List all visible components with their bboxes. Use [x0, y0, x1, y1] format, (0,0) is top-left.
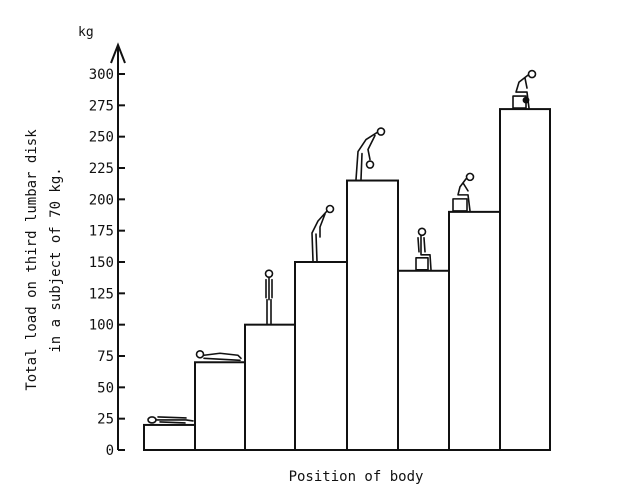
y-tick-label: 175: [89, 224, 114, 240]
figure-lying-side-icon: [195, 349, 242, 362]
bar-7: [448, 210, 501, 451]
y-tick-label: 250: [89, 130, 114, 146]
y-axis: 0 25 50 75 100 125 150 175 200 225 250 275 300: [89, 42, 126, 459]
y-tick-label: 300: [89, 67, 114, 83]
figure-sitting-lifting-icon: [512, 69, 537, 109]
y-tick-label: 0: [106, 443, 114, 459]
bar-8: [499, 108, 551, 452]
bar-6: [397, 269, 450, 452]
bar-4: [294, 261, 348, 451]
y-axis-title-line1: Total load on third lumbar disk: [24, 129, 40, 391]
y-tick-label: 50: [97, 380, 114, 396]
y-unit-label: kg: [78, 25, 94, 40]
figure-standing-bent-icon: [311, 204, 335, 262]
figure-lying-supine-icon: [147, 416, 194, 424]
x-axis-title: Position of body: [289, 469, 424, 485]
y-tick-label: 25: [97, 412, 114, 428]
bars: [143, 108, 551, 452]
bar-3: [244, 323, 296, 451]
figure-sitting-bent-icon: [452, 172, 475, 212]
y-tick-label: 100: [89, 318, 114, 334]
y-tick-label: 75: [97, 349, 114, 365]
y-tick-label: 125: [89, 286, 114, 302]
y-tick-label: 200: [89, 192, 114, 208]
bar-2: [194, 361, 246, 451]
y-tick-label: 225: [89, 161, 114, 177]
figure-standing-lifting-icon: [355, 127, 386, 181]
figure-standing-upright-icon: [264, 269, 274, 325]
y-tick-label: 275: [89, 98, 114, 114]
y-axis-arrowhead: [110, 42, 126, 64]
y-tick-label: 150: [89, 255, 114, 271]
bar-5: [346, 179, 399, 452]
posture-figures: [147, 69, 537, 424]
y-axis-title-line2: in a subject of 70 kg.: [48, 167, 64, 352]
figure-sitting-upright-icon: [415, 227, 432, 271]
bar-1: [143, 423, 196, 451]
